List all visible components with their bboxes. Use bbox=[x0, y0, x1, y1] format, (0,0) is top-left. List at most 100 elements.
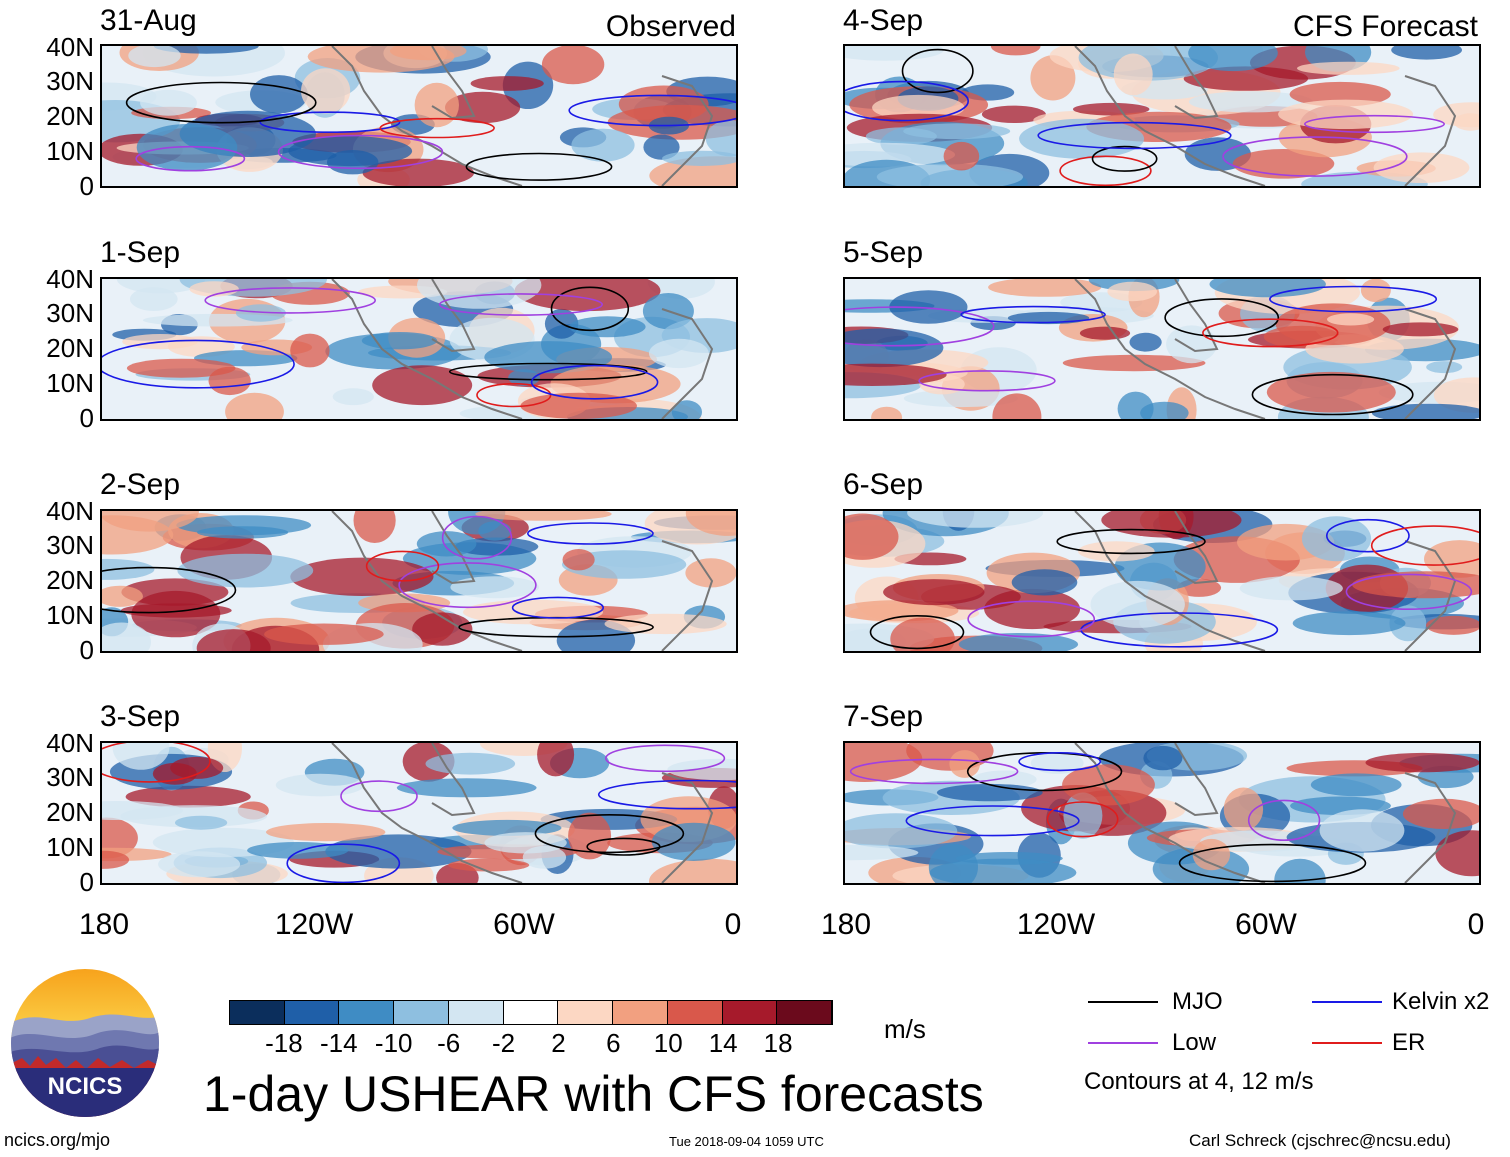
shear-anomaly-blob bbox=[1073, 102, 1150, 116]
shear-anomaly-blob bbox=[1391, 46, 1462, 60]
wave-contour bbox=[441, 515, 513, 560]
colorbar-swatch bbox=[284, 1001, 340, 1024]
x-tick: 60W bbox=[493, 908, 555, 941]
shear-anomaly-blob bbox=[705, 120, 736, 157]
colorbar-swatch bbox=[339, 1001, 395, 1024]
wave-contour bbox=[259, 111, 401, 133]
x-tick: 120W bbox=[274, 908, 354, 941]
shear-anomaly-blob bbox=[372, 365, 473, 406]
y-tick: 40N bbox=[46, 496, 94, 526]
shear-anomaly-blob bbox=[520, 392, 637, 419]
shear-anomaly-blob bbox=[1062, 354, 1206, 372]
map-panel bbox=[843, 741, 1481, 885]
wave-contour bbox=[901, 48, 974, 94]
shear-anomaly-blob bbox=[1188, 91, 1313, 113]
coastline bbox=[1074, 511, 1457, 651]
shear-anomaly-blob bbox=[685, 511, 736, 536]
shear-anomaly-blob bbox=[1062, 764, 1155, 806]
wave-contour bbox=[204, 287, 376, 314]
x-tick: 0 bbox=[1467, 908, 1485, 941]
y-tick: 10N bbox=[46, 368, 94, 398]
shear-anomaly-blob bbox=[1275, 303, 1391, 345]
shear-anomaly-blob bbox=[643, 134, 680, 160]
coastline bbox=[1074, 743, 1457, 883]
shear-anomaly-blob bbox=[845, 142, 956, 167]
wave-contour bbox=[448, 362, 648, 381]
shear-anomaly-blob bbox=[445, 91, 521, 124]
y-tick: 20N bbox=[46, 797, 94, 827]
coastline bbox=[331, 743, 714, 883]
wave-contour bbox=[869, 615, 965, 650]
shear-anomaly-blob bbox=[1373, 152, 1470, 183]
panel-date: 6-Sep bbox=[843, 468, 924, 501]
colorbar-swatch bbox=[230, 1001, 285, 1024]
y-tick: 0 bbox=[79, 403, 94, 433]
shear-anomaly-blob bbox=[361, 332, 438, 350]
wave-contour bbox=[1303, 114, 1445, 134]
map-panel bbox=[100, 277, 738, 421]
shear-anomaly-blob bbox=[1360, 279, 1391, 303]
colorbar-swatch bbox=[613, 1001, 668, 1024]
footer-left-link[interactable]: ncics.org/mjo bbox=[4, 1130, 111, 1150]
shear-anomaly-blob bbox=[514, 279, 661, 312]
colorbar-swatch bbox=[777, 1001, 833, 1024]
shear-anomaly-blob bbox=[1319, 809, 1405, 852]
shear-anomaly-blob bbox=[450, 576, 539, 599]
wave-contour bbox=[125, 81, 317, 124]
shear-anomaly-blob bbox=[484, 832, 567, 854]
colorbar-swatch bbox=[503, 1001, 559, 1024]
coastline bbox=[331, 46, 714, 186]
legend-label-er: ER bbox=[1392, 1029, 1426, 1056]
colorbar-swatch bbox=[722, 1001, 778, 1024]
wave-contour bbox=[534, 814, 685, 854]
shear-anomaly-blob bbox=[1113, 53, 1153, 96]
x-tick: 180 bbox=[820, 908, 872, 941]
shear-anomaly-blob bbox=[845, 513, 899, 560]
shear-anomaly-blob bbox=[1426, 615, 1479, 635]
wave-contour bbox=[845, 306, 995, 347]
x-tick: 180 bbox=[78, 908, 130, 941]
shear-anomaly-blob bbox=[883, 579, 985, 606]
shear-anomaly-blob bbox=[1433, 377, 1479, 413]
colorbar-swatch bbox=[558, 1001, 614, 1024]
shear-anomaly-blob bbox=[929, 858, 1077, 883]
wave-contour bbox=[102, 743, 211, 783]
shear-anomaly-blob bbox=[662, 150, 736, 166]
colorbar-tick: 6 bbox=[606, 1028, 621, 1058]
shear-anomaly-blob bbox=[1183, 66, 1309, 91]
colorbar-tick: -14 bbox=[320, 1028, 358, 1058]
shear-anomaly-blob bbox=[569, 316, 646, 338]
wave-contour bbox=[1251, 373, 1414, 416]
y-tick: 10N bbox=[46, 136, 94, 166]
shear-anomaly-blob bbox=[153, 46, 259, 54]
wave-contour bbox=[438, 293, 603, 316]
shear-anomaly-blob bbox=[1030, 752, 1084, 774]
wave-contour bbox=[918, 370, 1056, 392]
shear-anomaly-blob bbox=[943, 141, 980, 171]
wave-contour bbox=[1018, 752, 1102, 772]
wave-contour bbox=[476, 382, 552, 408]
shear-anomaly-blob bbox=[130, 287, 178, 311]
shear-anomaly-blob bbox=[1278, 99, 1414, 129]
logo-text: NCICS bbox=[48, 1073, 123, 1100]
shear-anomaly-blob bbox=[197, 526, 289, 539]
y-tick: 10N bbox=[46, 600, 94, 630]
shear-anomaly-blob bbox=[102, 558, 155, 580]
legend-line-er bbox=[1312, 1042, 1382, 1044]
shear-anomaly-blob bbox=[353, 511, 396, 543]
colorbar-tick: -10 bbox=[374, 1028, 413, 1058]
page-title: 1-day USHEAR with CFS forecasts bbox=[203, 1066, 984, 1122]
map-panel bbox=[100, 509, 738, 653]
x-tick: 60W bbox=[1235, 908, 1297, 941]
colorbar-swatch bbox=[667, 1001, 723, 1024]
wave-contour bbox=[1345, 573, 1473, 611]
shear-anomaly-blob bbox=[936, 783, 1043, 802]
wave-contour bbox=[1202, 318, 1339, 348]
shear-anomaly-blob bbox=[1101, 511, 1242, 538]
shear-anomaly-blob bbox=[1426, 361, 1463, 374]
y-tick: 0 bbox=[79, 867, 94, 897]
shear-anomaly-blob bbox=[845, 328, 944, 368]
shear-anomaly-blob bbox=[1301, 516, 1372, 562]
shear-anomaly-blob bbox=[1327, 313, 1375, 326]
colorbar-tick: 2 bbox=[551, 1028, 566, 1058]
